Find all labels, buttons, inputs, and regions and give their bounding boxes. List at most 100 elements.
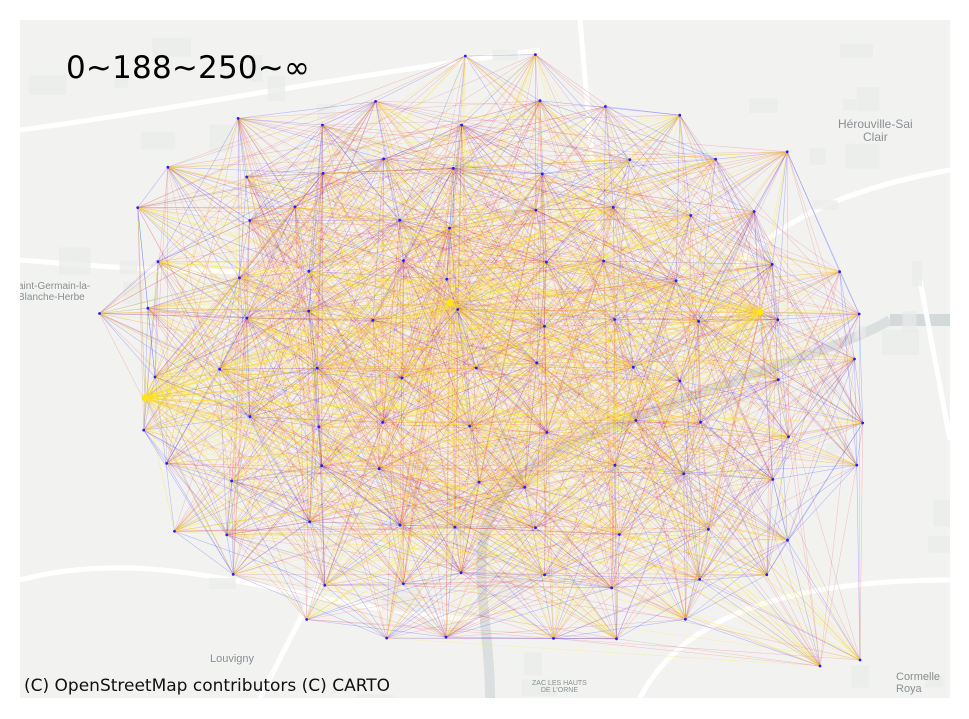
network-edge bbox=[309, 521, 326, 586]
network-edge bbox=[157, 124, 462, 262]
network-edge bbox=[449, 211, 755, 229]
network-edge bbox=[233, 574, 447, 638]
network-edge bbox=[154, 114, 680, 378]
network-node bbox=[460, 123, 463, 127]
network-edge bbox=[476, 367, 680, 382]
network-edge bbox=[401, 100, 541, 379]
network-edge bbox=[698, 321, 863, 424]
network-edge bbox=[611, 587, 617, 639]
network-edge bbox=[445, 55, 466, 638]
network-edge bbox=[322, 124, 716, 160]
network-edge bbox=[246, 317, 545, 327]
network-edge bbox=[386, 473, 684, 639]
network-edge bbox=[239, 277, 403, 379]
network-edge bbox=[154, 376, 636, 421]
network-edge bbox=[137, 207, 761, 313]
network-edge bbox=[167, 101, 376, 168]
network-edge bbox=[174, 464, 616, 532]
network-edge bbox=[322, 124, 404, 584]
network-edge bbox=[317, 302, 451, 369]
network-node bbox=[538, 99, 542, 103]
network-edge bbox=[233, 362, 537, 575]
network-edge bbox=[542, 173, 761, 313]
network-edge bbox=[239, 100, 541, 279]
network-edge bbox=[535, 358, 855, 529]
network-edge bbox=[399, 219, 545, 327]
network-edge bbox=[322, 101, 376, 174]
network-edge bbox=[378, 468, 686, 620]
network-edge bbox=[605, 106, 716, 160]
network-edge bbox=[619, 380, 681, 535]
network-edge bbox=[403, 260, 537, 364]
network-edge bbox=[249, 220, 401, 526]
network-edge bbox=[324, 479, 773, 586]
network-edge bbox=[226, 529, 709, 536]
network-edge bbox=[401, 319, 615, 379]
network-edge bbox=[766, 319, 779, 575]
network-edge bbox=[460, 487, 526, 573]
network-edge bbox=[157, 209, 536, 262]
network-edge bbox=[679, 311, 761, 382]
network-edge bbox=[633, 264, 773, 368]
network-edge bbox=[144, 397, 234, 575]
network-edge bbox=[524, 487, 788, 541]
map-canvas[interactable]: Hérouville-Sai Clair aint-Germain-la- Bl… bbox=[20, 20, 950, 698]
network-edge bbox=[322, 173, 403, 379]
network-edge bbox=[611, 479, 773, 589]
network-edge bbox=[383, 158, 615, 320]
network-edge bbox=[375, 55, 466, 102]
network-edge bbox=[460, 207, 614, 573]
network-edge bbox=[856, 465, 861, 661]
network-edge bbox=[147, 308, 310, 522]
network-node bbox=[776, 378, 780, 381]
network-edge bbox=[539, 100, 680, 116]
network-edge bbox=[143, 429, 773, 480]
network-node bbox=[153, 375, 157, 379]
network-edge bbox=[386, 637, 821, 667]
network-edge bbox=[143, 326, 545, 431]
network-edge bbox=[154, 158, 384, 378]
network-edge bbox=[679, 380, 700, 580]
network-edge bbox=[322, 173, 470, 427]
network-edge bbox=[542, 173, 634, 368]
network-edge bbox=[544, 207, 614, 575]
network-edge bbox=[535, 319, 778, 529]
network-edge bbox=[174, 302, 451, 532]
network-edge bbox=[386, 574, 545, 639]
network-edge bbox=[633, 319, 778, 368]
network-edge bbox=[144, 397, 821, 667]
network-edge bbox=[238, 118, 614, 208]
network-edge bbox=[679, 115, 863, 424]
network-edge bbox=[167, 167, 240, 279]
network-edge bbox=[144, 397, 228, 536]
network-edge bbox=[401, 309, 458, 379]
network-edge bbox=[460, 311, 761, 573]
network-edge bbox=[372, 302, 451, 321]
network-edge bbox=[539, 100, 630, 160]
network-edge bbox=[144, 321, 699, 399]
network-edge bbox=[469, 358, 855, 427]
network-edge bbox=[616, 264, 773, 639]
network-edge bbox=[449, 302, 699, 322]
network-edge bbox=[386, 587, 612, 639]
network-edge bbox=[246, 176, 404, 584]
network-edge bbox=[157, 173, 324, 262]
network-edge bbox=[154, 207, 614, 378]
network-edge bbox=[786, 151, 855, 360]
network-edge bbox=[386, 168, 454, 639]
network-edge bbox=[226, 480, 232, 535]
network-edge bbox=[685, 311, 761, 620]
network-edge bbox=[461, 124, 538, 363]
network-edge bbox=[308, 271, 821, 667]
network-edge bbox=[238, 118, 630, 160]
network-edge bbox=[476, 367, 788, 541]
network-edge bbox=[166, 463, 447, 638]
network-edge bbox=[778, 313, 860, 380]
network-edge bbox=[461, 572, 612, 589]
network-edge bbox=[603, 260, 855, 360]
network-edge bbox=[469, 326, 545, 427]
network-edge bbox=[614, 464, 684, 474]
network-edge bbox=[619, 358, 855, 535]
network-edge bbox=[449, 302, 545, 327]
network-edge bbox=[536, 358, 855, 364]
